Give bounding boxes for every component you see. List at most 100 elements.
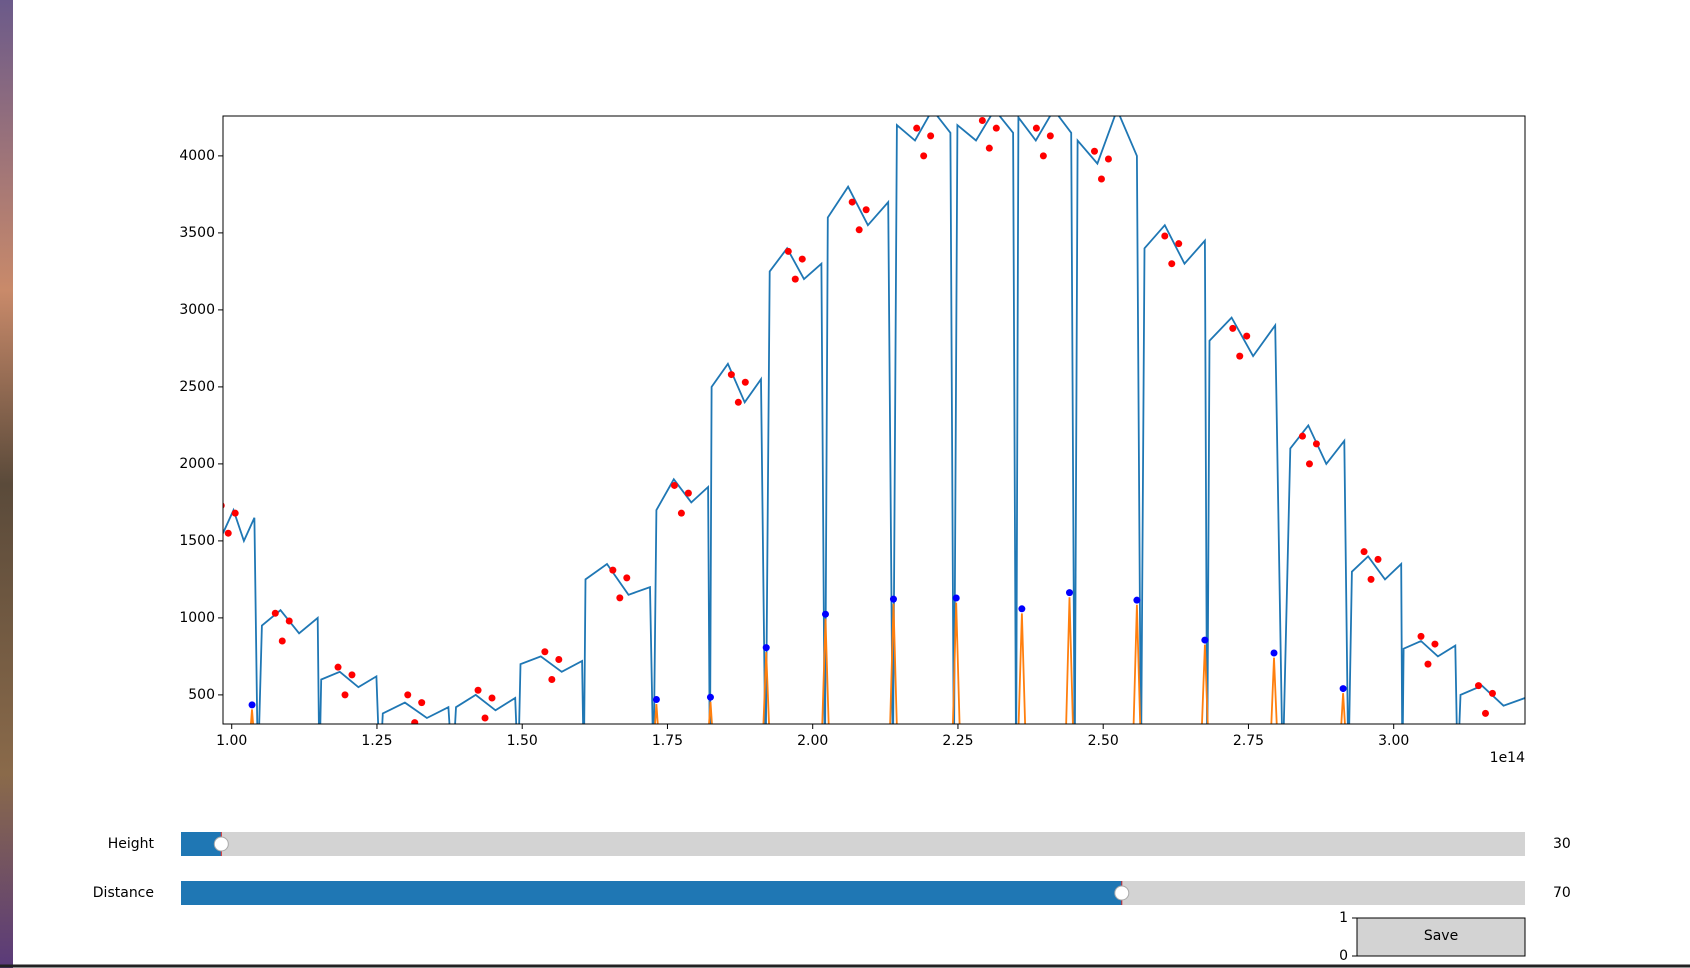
point (1161, 232, 1169, 240)
point (1046, 132, 1054, 140)
point (978, 116, 986, 124)
point (1243, 332, 1251, 340)
point (1488, 689, 1496, 697)
desktop-strip (0, 0, 13, 968)
x-tick-label: 2.75 (1233, 733, 1264, 749)
x-tick-label: 1.25 (361, 733, 392, 749)
point (727, 371, 735, 379)
point (889, 595, 897, 603)
point (1236, 352, 1244, 360)
point (1481, 709, 1489, 717)
point (1475, 682, 1483, 690)
point (1417, 632, 1425, 640)
point (684, 489, 692, 497)
point (488, 694, 496, 702)
slider-knob[interactable] (213, 836, 229, 852)
point (992, 124, 1000, 132)
plot-data (223, 116, 1525, 724)
point (791, 275, 799, 283)
point (821, 610, 829, 618)
plot-frame (222, 115, 1526, 725)
point (223, 502, 225, 509)
point (334, 663, 342, 671)
point (1175, 240, 1183, 248)
point (1424, 660, 1432, 668)
x-tick-label: 2.00 (797, 733, 828, 749)
point (862, 206, 870, 214)
y-tick-label: 2500 (179, 379, 215, 395)
point (1201, 636, 1209, 644)
point (623, 574, 631, 582)
point (1097, 175, 1105, 183)
button-axes-tick-label: 0 (1339, 948, 1348, 964)
point (798, 255, 806, 263)
point (1090, 147, 1098, 155)
y-tick-label: 4000 (179, 148, 215, 164)
point (1018, 605, 1026, 613)
y-tick-label: 1500 (179, 533, 215, 549)
point (224, 529, 232, 537)
point (670, 481, 678, 489)
point (1229, 324, 1237, 332)
point (1168, 260, 1176, 268)
point (271, 609, 279, 617)
x-tick-label: 2.50 (1088, 733, 1119, 749)
point (1339, 685, 1347, 693)
point (741, 378, 749, 386)
y-tick-label: 500 (188, 687, 215, 703)
point (848, 198, 856, 206)
point (404, 691, 412, 699)
slider-value: 30 (1553, 836, 1571, 852)
series-line (250, 597, 1346, 724)
point (1305, 460, 1313, 468)
point (952, 594, 960, 602)
slider-track[interactable] (181, 832, 1525, 856)
point (913, 124, 921, 132)
y-tick-label: 2000 (179, 456, 215, 472)
point (248, 701, 256, 709)
y-tick-label: 3000 (179, 302, 215, 318)
point (1032, 124, 1040, 132)
slider-knob[interactable] (1114, 885, 1130, 901)
point (555, 655, 563, 663)
point (762, 644, 770, 652)
point (231, 509, 239, 517)
point (1431, 640, 1439, 648)
point (1104, 155, 1112, 163)
slider-value: 70 (1553, 885, 1571, 901)
x-tick-label: 1.75 (652, 733, 683, 749)
y-tick-label: 1000 (179, 610, 215, 626)
point (920, 152, 928, 160)
x-offset-label: 1e14 (1490, 750, 1525, 766)
button-axes-tick-label: 1 (1339, 910, 1348, 926)
point (481, 714, 489, 722)
point (411, 719, 419, 724)
point (1066, 589, 1074, 597)
point (609, 566, 617, 574)
point (1367, 575, 1375, 583)
point (927, 132, 935, 140)
series-line (223, 116, 1525, 724)
point (652, 696, 660, 704)
point (855, 226, 863, 234)
save-button-label[interactable]: Save (1424, 928, 1458, 944)
point (616, 594, 624, 602)
point (1298, 432, 1306, 440)
point (348, 671, 356, 679)
save-button[interactable] (1356, 917, 1526, 957)
point (548, 675, 556, 683)
point (341, 691, 349, 699)
point (784, 247, 792, 255)
point (1374, 555, 1382, 563)
slider-label: Height (108, 836, 155, 852)
x-tick-label: 1.00 (216, 733, 247, 749)
x-tick-label: 3.00 (1378, 733, 1409, 749)
slider-label: Distance (93, 885, 154, 901)
y-tick-label: 3500 (179, 225, 215, 241)
point (1039, 152, 1047, 160)
point (474, 686, 482, 694)
point (677, 509, 685, 517)
x-tick-label: 1.50 (507, 733, 538, 749)
point (985, 144, 993, 152)
